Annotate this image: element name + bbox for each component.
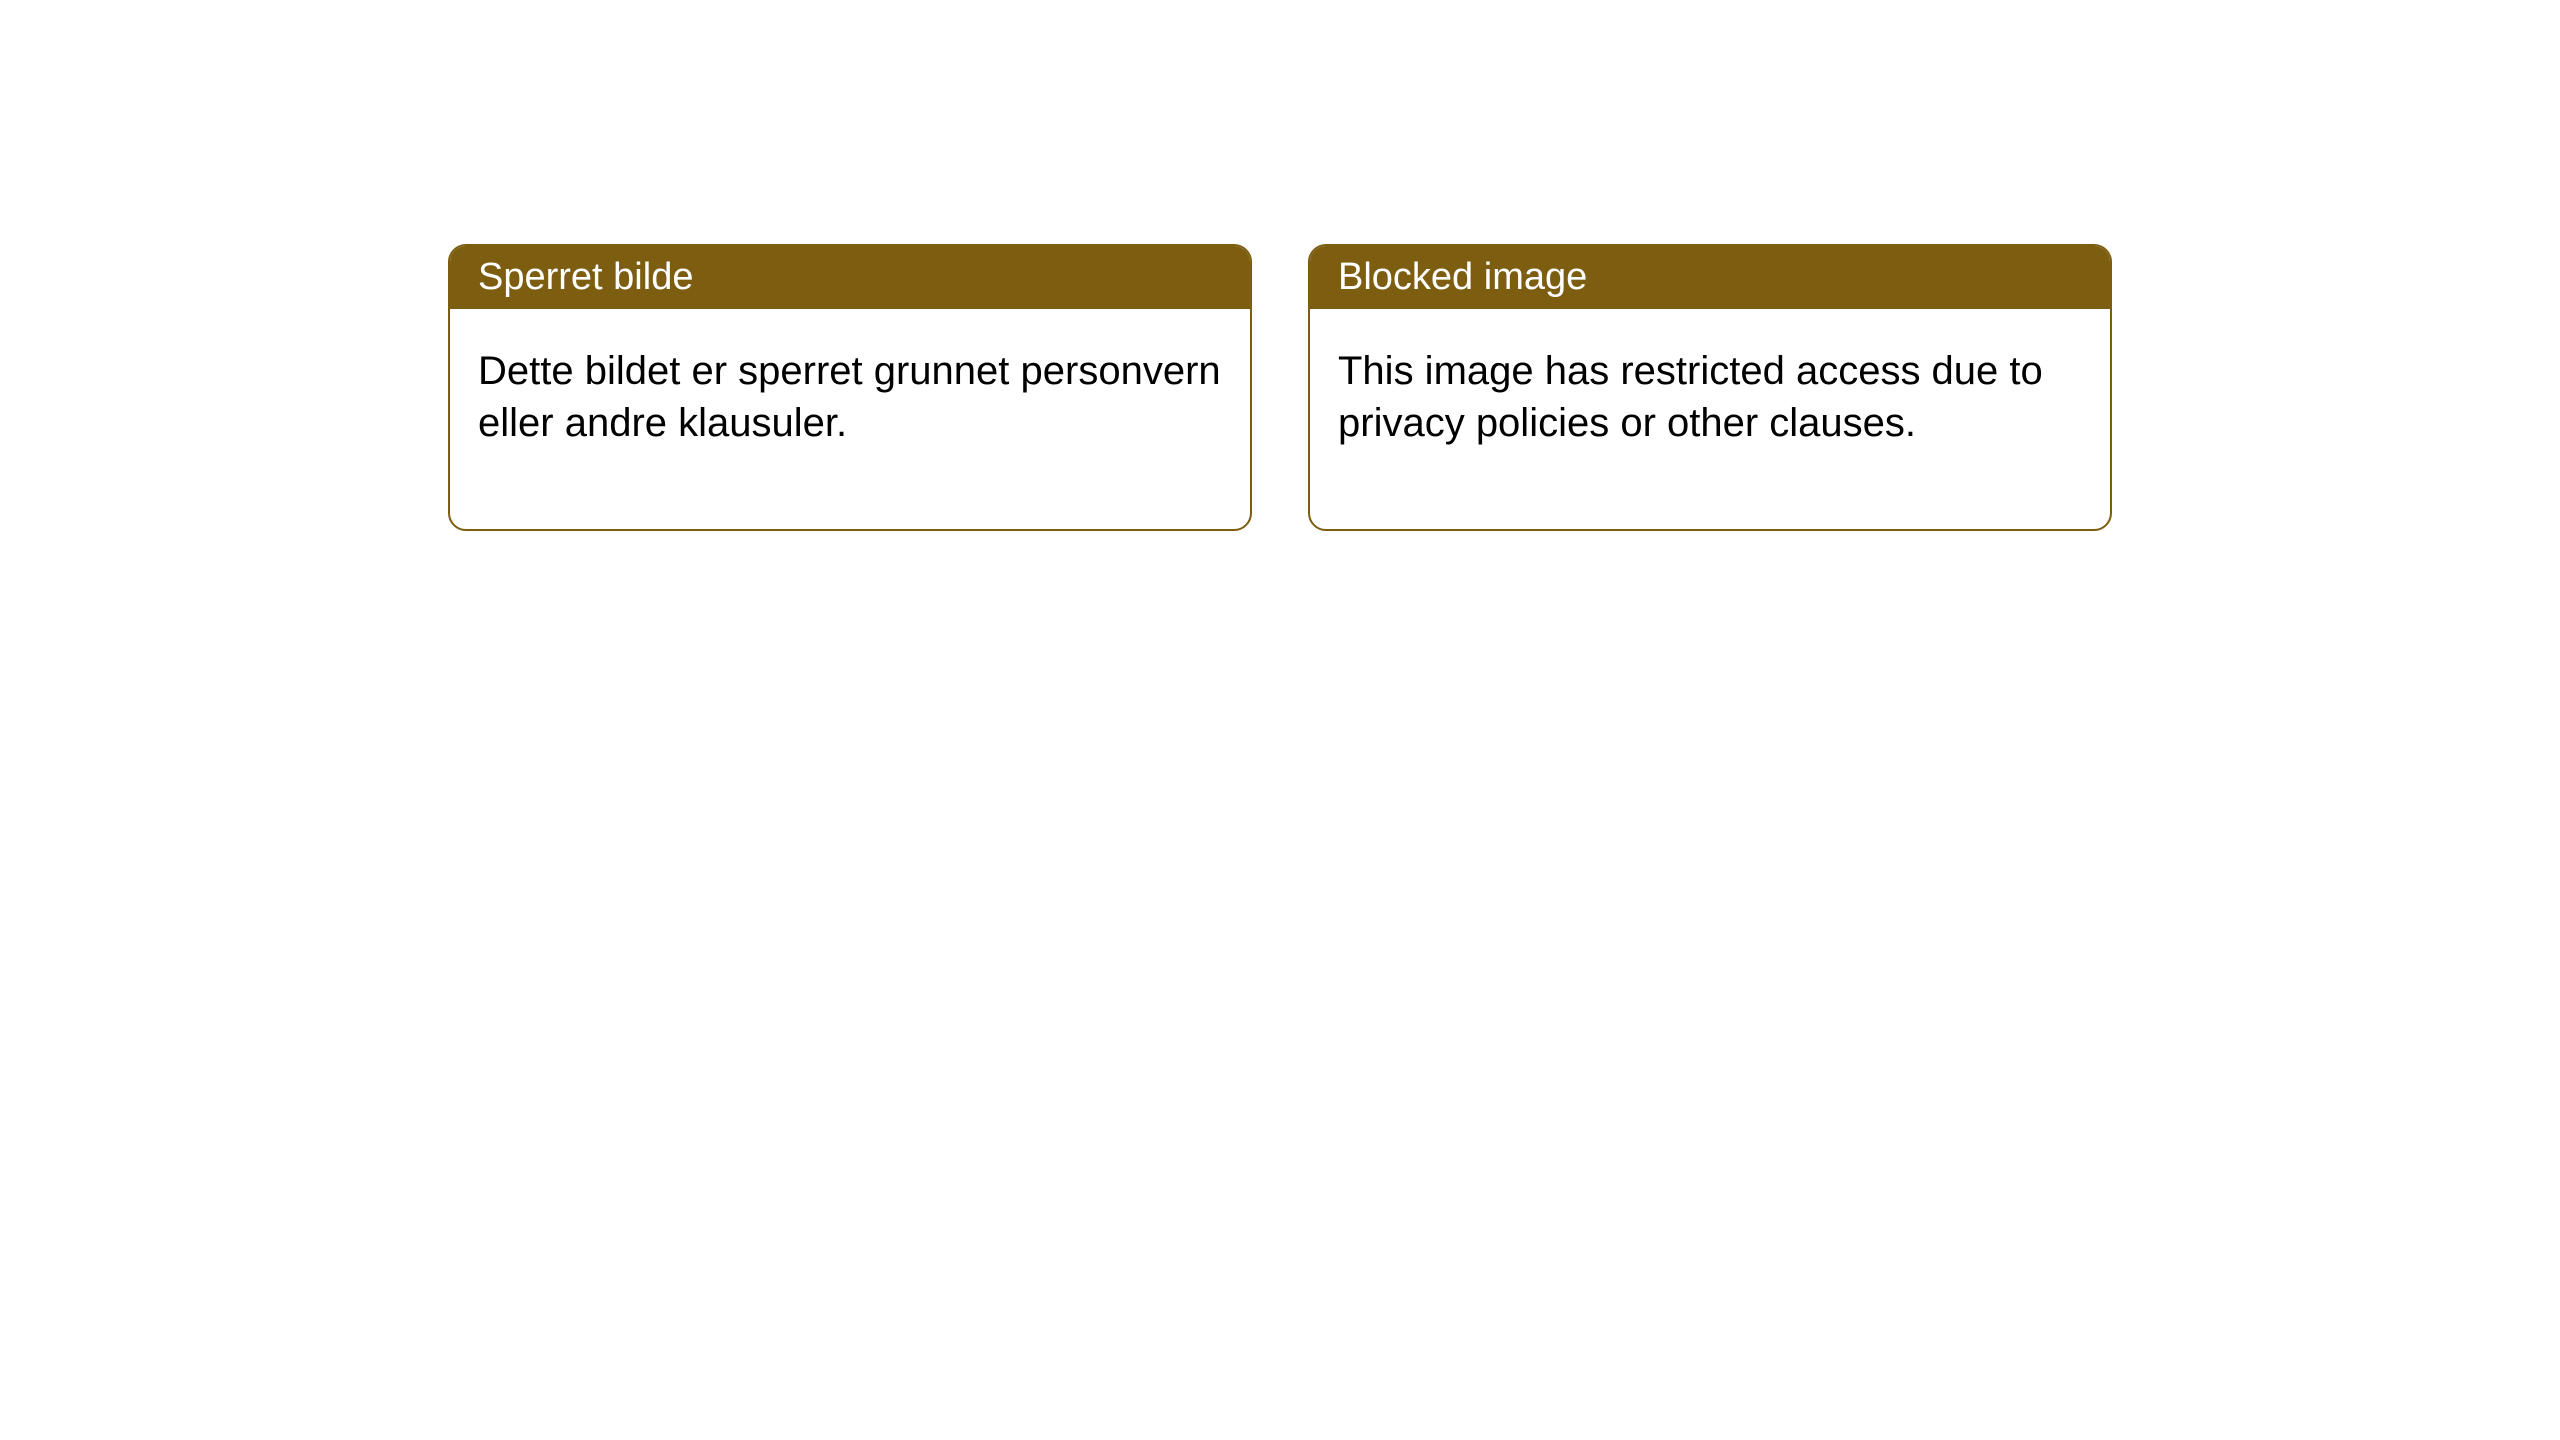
notice-title: Blocked image: [1338, 256, 1587, 298]
notice-card-norwegian: Sperret bilde Dette bildet er sperret gr…: [448, 244, 1252, 531]
notice-card-english: Blocked image This image has restricted …: [1308, 244, 2112, 531]
notice-text: This image has restricted access due to …: [1338, 349, 2043, 445]
notice-header: Blocked image: [1310, 246, 2110, 309]
notice-title: Sperret bilde: [478, 256, 693, 298]
notice-container: Sperret bilde Dette bildet er sperret gr…: [448, 244, 2112, 531]
notice-body: This image has restricted access due to …: [1310, 309, 2110, 529]
notice-body: Dette bildet er sperret grunnet personve…: [450, 309, 1250, 529]
notice-header: Sperret bilde: [450, 246, 1250, 309]
notice-text: Dette bildet er sperret grunnet personve…: [478, 349, 1221, 445]
